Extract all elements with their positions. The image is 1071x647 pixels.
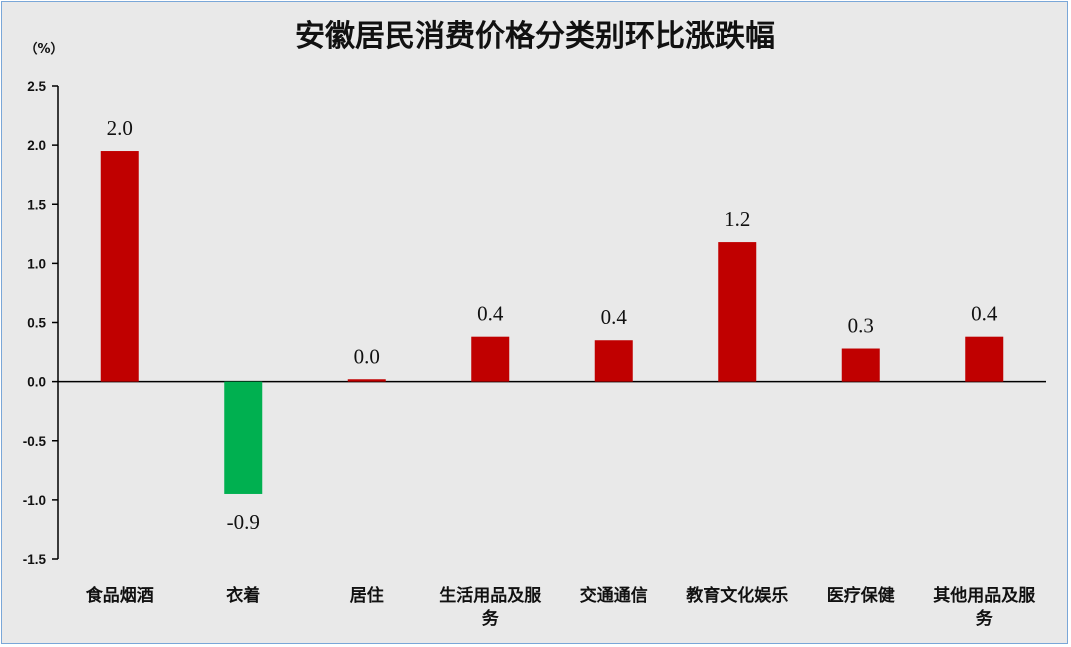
bar <box>965 336 1004 382</box>
category-label: 食品烟酒 <box>86 585 154 606</box>
bar <box>100 151 139 382</box>
data-label: 2.0 <box>107 116 133 140</box>
bar <box>841 348 880 382</box>
y-tick-label: 2.5 <box>27 79 46 94</box>
bar <box>471 336 510 382</box>
y-tick-label: -1.0 <box>23 493 46 508</box>
y-tick-label: 0.0 <box>27 375 46 390</box>
bar <box>718 242 757 382</box>
bar <box>224 381 263 494</box>
category-label: 居住 <box>350 585 384 606</box>
category-label: 医疗保健 <box>827 585 895 606</box>
category-label: 务 <box>976 608 994 629</box>
data-label: 0.4 <box>477 302 504 326</box>
data-label: 0.3 <box>848 314 874 338</box>
bar <box>347 379 386 382</box>
category-label: 衣着 <box>226 585 260 606</box>
plot-area: 2.5 2.0 1.5 1.0 0.5 0.0 -0.5 -1.0 -1.5 2.0 食品烟酒 -0.… <box>23 79 1046 629</box>
chart-title: 安徽居民消费价格分类别环比涨跌幅 <box>295 19 775 54</box>
data-label: 0.4 <box>601 305 628 329</box>
category-label: 务 <box>482 608 500 629</box>
bar <box>594 340 633 382</box>
y-unit-label: （%） <box>24 41 63 57</box>
y-tick-label: -1.5 <box>23 552 47 567</box>
category-label: 其他用品及服 <box>933 585 1036 606</box>
data-label: -0.9 <box>227 510 260 534</box>
y-tick-label: 2.0 <box>27 138 46 153</box>
y-tick-label: 0.5 <box>27 316 46 331</box>
y-tick-label: 1.0 <box>27 256 46 271</box>
y-tick-label: 1.5 <box>27 197 46 212</box>
y-tick-label: -0.5 <box>23 434 47 449</box>
category-label: 教育文化娱乐 <box>685 585 788 606</box>
data-label: 0.4 <box>971 302 998 326</box>
category-label: 生活用品及服 <box>439 585 542 606</box>
data-label: 1.2 <box>724 207 750 231</box>
data-label: 0.0 <box>354 344 380 368</box>
category-label: 交通通信 <box>580 585 648 606</box>
